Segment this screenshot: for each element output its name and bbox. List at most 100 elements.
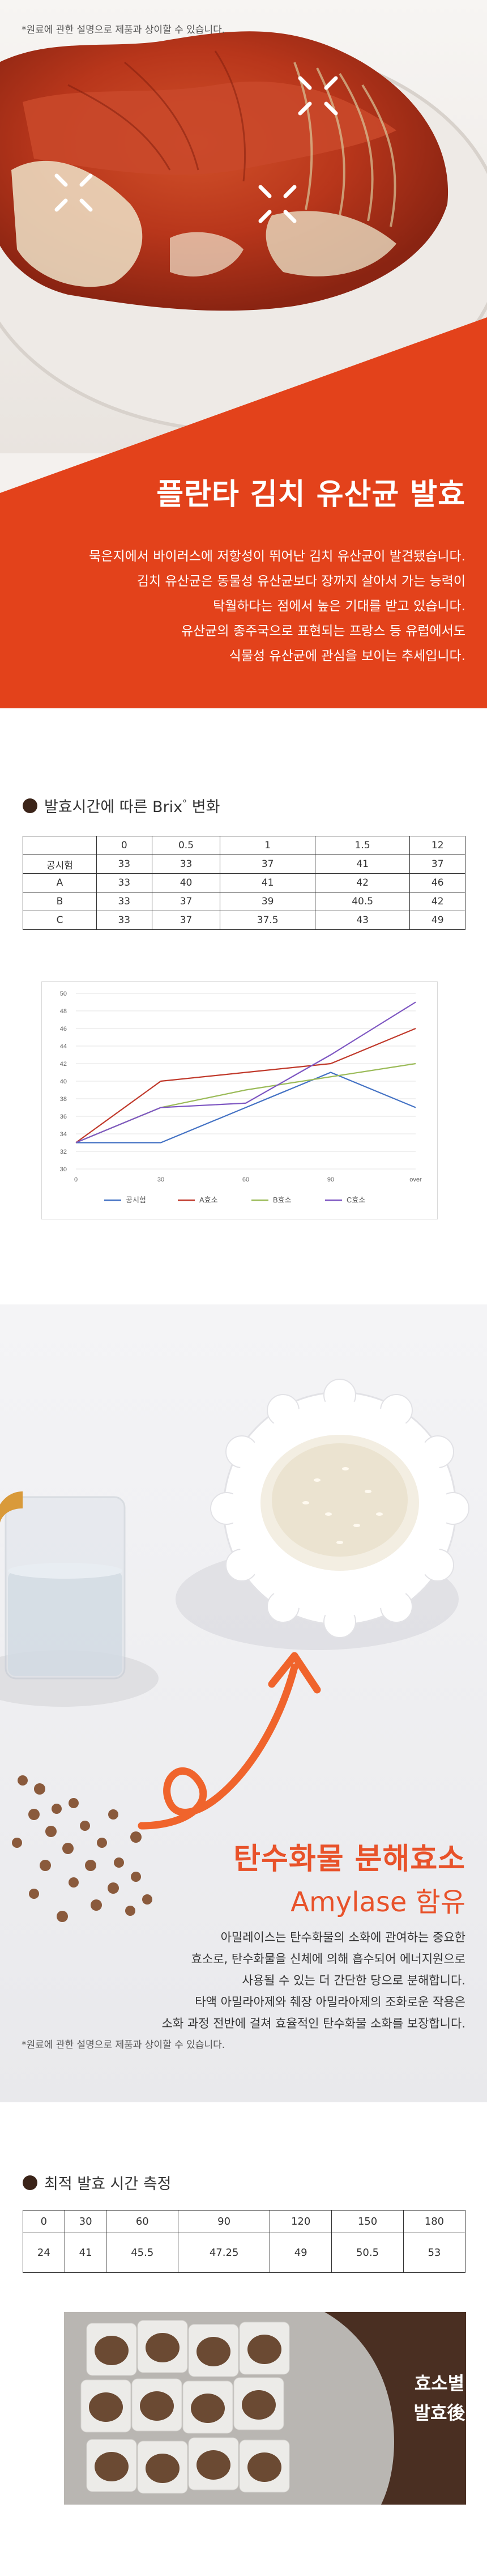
red-diagonal-panel [0,317,487,708]
table-cell: 47.25 [178,2233,271,2273]
optimal-heading-text: 최적 발효 시간 측정 [44,2175,172,2193]
table-row: 24 41 45.5 47.25 49 50.5 53 [23,2233,466,2273]
table-cell: 53 [403,2233,466,2273]
amylase-subtitle-ko: 함유 [407,1886,465,1918]
hero-description-line: 김치 유산균은 동물성 유산균보다 장까지 살아서 가는 능력이 [136,574,465,589]
hero-description-line: 탁월하다는 점에서 높은 기대를 받고 있습니다. [213,599,465,614]
amylase-subtitle: Amylase 함유 [291,1880,465,1919]
table-cell: 33 [96,892,152,911]
y-tick-label: 30 [60,1166,67,1173]
fermented-sample [196,2450,230,2480]
fermented-sample [95,2452,129,2481]
x-tick-label: 30 [157,1176,164,1183]
fermented-sample [95,2336,129,2365]
series-line [75,1001,416,1144]
enzyme-fermentation-label: 효소별 발효後 [405,2369,473,2428]
orange-arrow-icon [138,1652,321,1830]
table-cell: 37 [151,911,221,930]
table-cell: 공시험 [23,855,97,874]
legend-label: C효소 [347,1196,365,1204]
hero-title: 플란타 김치 유산균 발효 [156,478,465,512]
optimal-time-table: 0 30 60 90 120 150 180 24 41 45.5 47.25 49 50.5 53 [23,2210,466,2273]
x-tick-label: 90 [327,1176,334,1183]
chart-canvas: 30 32 34 36 38 40 42 44 46 48 50 0 30 60 90 over 공시험 A효소 B… [60,991,422,1204]
table-cell [23,836,97,855]
fermented-sample [196,2337,230,2366]
fermented-samples-photo [64,2312,466,2505]
table-cell: 0.5 [151,836,221,855]
fermentation-photo-panel [64,2312,466,2505]
fermented-sample [140,2391,174,2421]
series-line [75,1027,416,1144]
amylase-title: 탄수화물 분해효소 [233,1842,465,1876]
seeds-cluster [12,1775,152,1922]
y-tick-label: 44 [60,1043,67,1050]
table-cell: 45.5 [106,2233,179,2273]
table-cell: 33 [151,855,221,874]
fermented-sample [146,2333,180,2362]
table-cell: 120 [270,2210,332,2233]
amylase-section: 탄수화물 분해효소 Amylase 함유 아밀레이스는 탄수화물의 소화에 관여… [0,1304,487,2102]
series-line [76,1072,416,1144]
bullet-dot-icon [23,2175,37,2190]
hero-description-line: 묵은지에서 바이러스에 저항성이 뛰어난 김치 유산균이 발견됐습니다. [89,549,465,564]
table-cell: 40.5 [314,892,411,911]
rice-plate [210,1379,469,1638]
table-cell: 0 [96,836,152,855]
table-cell: 42 [409,892,465,911]
disclaimer-note: *원료에 관한 설명으로 제품과 상이할 수 있습니다. [22,2039,225,2051]
hero-description-line: 유산균의 종주국으로 표현되는 프랑스 등 유럽에서도 [181,624,465,639]
rice-and-water-photo [0,1304,487,2102]
table-cell: 49 [409,911,465,930]
table-cell: 37 [220,855,315,874]
kimchi-hero-section: *원료에 관한 설명으로 제품과 상이할 수 있습니다. 플란타 김치 유산균 … [0,0,487,708]
brix-heading-tail: 변화 [187,798,220,816]
table-cell: 37.5 [220,911,315,930]
amylase-description-line: 타액 아밀라아제와 췌장 아밀라아제의 조화로운 작용은 [195,1995,465,2009]
table-cell: 49 [270,2233,332,2273]
table-cell: 43 [314,911,411,930]
table-cell: 37 [409,855,465,874]
label-line: 발효後 [413,2402,465,2424]
table-cell: 60 [106,2210,179,2233]
amylase-description-line: 아밀레이스는 탄수화물의 소화에 관여하는 중요한 [220,1931,465,1944]
brix-heading-degree: ° [182,798,187,809]
table-cell: 46 [409,873,465,892]
table-cell: 180 [403,2210,466,2233]
table-cell: 1 [220,836,315,855]
table-row: B 33 37 39 40.5 42 [23,892,465,911]
fermented-sample [247,2452,281,2482]
y-tick-label: 46 [60,1026,67,1032]
table-cell: 41 [64,2233,107,2273]
fermented-sample [242,2390,276,2420]
table-cell: 39 [220,892,315,911]
fermented-sample [89,2392,123,2422]
table-cell: 12 [409,836,465,855]
table-cell: 37 [151,892,221,911]
brix-section-heading: 발효시간에 따른 Brix° 변화 [23,794,220,817]
table-cell: 30 [64,2210,107,2233]
fermented-sample [247,2335,281,2364]
table-cell: 33 [96,911,152,930]
table-cell: B [23,892,97,911]
y-tick-label: 34 [60,1131,67,1138]
y-tick-label: 32 [60,1149,67,1155]
hero-description: 묵은지에서 바이러스에 저항성이 뛰어난 김치 유산균이 발견됐습니다. 김치 … [35,544,465,669]
legend-label: A효소 [199,1196,218,1204]
label-line: 효소별 [414,2373,465,2394]
table-cell: 33 [96,873,152,892]
brix-heading-text: 발효시간에 따른 Brix [44,798,183,816]
table-header-row: 0 30 60 90 120 150 180 [23,2210,466,2233]
table-row: C 33 37 37.5 43 49 [23,911,465,930]
hero-description-line: 식물성 유산균에 관심을 보이는 추세입니다. [229,649,465,664]
table-row: A 33 40 41 42 46 [23,873,465,892]
table-cell: 50.5 [331,2233,404,2273]
x-tick-label: 0 [74,1176,78,1183]
amylase-description-line: 효소로, 탄수화물을 신체에 의해 흡수되어 에너지원으로 [191,1952,465,1966]
disclaimer-note: *원료에 관한 설명으로 제품과 상이할 수 있습니다. [22,24,225,36]
table-cell: C [23,911,97,930]
table-header-row: 0 0.5 1 1.5 12 [23,836,465,855]
table-cell: 90 [178,2210,271,2233]
amylase-description-line: 소화 과정 전반에 걸쳐 효율적인 탄수화물 소화를 보장합니다. [161,2017,465,2030]
